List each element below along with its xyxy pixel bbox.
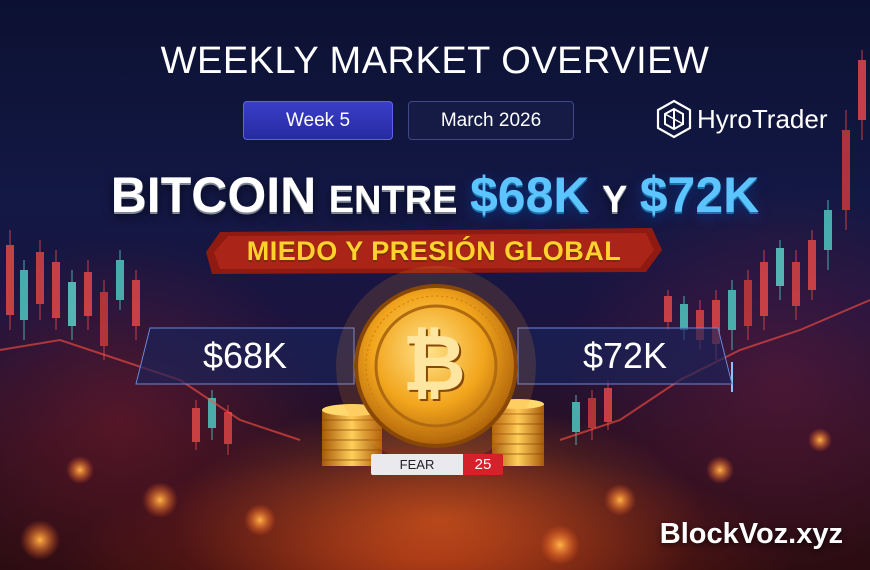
headline-low-price: $68K xyxy=(469,167,590,223)
subtitle-text: MIEDO Y PRESIÓN GLOBAL xyxy=(246,236,622,266)
bitcoin-icon: ₿ ₿ xyxy=(406,326,466,406)
brand-name: HyroTrader xyxy=(697,104,828,134)
headline-high-price: $72K xyxy=(639,167,760,223)
fear-value: 25 xyxy=(463,454,503,475)
hexagon-cube-icon xyxy=(656,99,692,139)
svg-text:₿: ₿ xyxy=(406,326,466,406)
range-high-price: $72K xyxy=(582,335,668,376)
fear-label: FEAR xyxy=(371,454,463,475)
banner-ribbon xyxy=(206,228,662,274)
week-badge: Week 5 xyxy=(243,101,393,140)
headline-y: Y xyxy=(601,179,628,221)
subtitle-banner: MIEDO Y PRESIÓN GLOBAL xyxy=(206,228,662,274)
headline-bitcoin: BITCOIN xyxy=(110,167,317,223)
headline: BITCOIN ENTRE $68K Y $72K xyxy=(0,166,870,224)
headline-entre: ENTRE xyxy=(328,179,458,221)
site-watermark: BlockVoz.xyz xyxy=(659,518,843,550)
brand-logo: HyroTrader xyxy=(656,98,828,140)
page-title: WEEKLY MARKET OVERVIEW xyxy=(160,40,710,82)
month-badge: March 2026 xyxy=(408,101,574,140)
svg-text:₿: ₿ xyxy=(406,326,466,406)
range-low-price: $68K xyxy=(202,335,288,376)
fear-greed-badge: FEAR 25 xyxy=(371,454,503,475)
